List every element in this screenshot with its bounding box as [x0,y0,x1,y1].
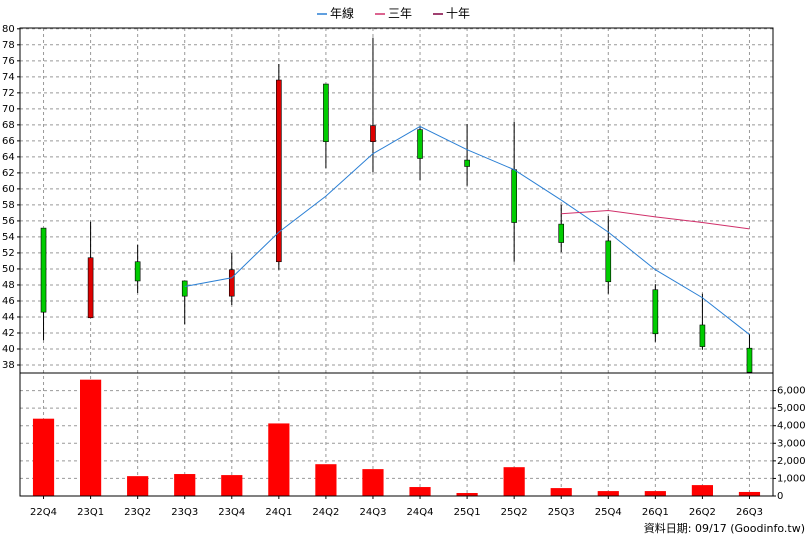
ma-line [561,210,750,230]
candle-body [370,125,376,142]
x-tick-label: 25Q1 [454,507,481,518]
x-tick-label: 25Q4 [595,507,622,518]
y-tick-label: 68 [2,120,15,131]
x-tick-label: 23Q4 [218,507,245,518]
ma-line [184,125,750,335]
candle-body [276,79,282,263]
y-tick-label: 74 [2,72,15,83]
y-tick-label: 52 [2,248,15,259]
y2-tick-label: 4,000 [777,421,806,432]
x-tick-label: 26Q3 [736,507,763,518]
candle-body [134,261,141,282]
volume-frame [19,372,774,497]
volume-bar [174,474,196,496]
x-tick-label: 25Q2 [501,507,528,518]
y-tick-label: 70 [2,104,15,115]
volume-bar [644,491,666,496]
y-tick-label: 78 [2,40,15,51]
y2-tick-label: 0 [777,491,783,502]
x-tick-label: 23Q2 [124,507,151,518]
volume-bar [550,488,572,496]
y-tick-label: 60 [2,184,15,195]
y-tick-label: 50 [2,264,15,275]
y-tick-label: 76 [2,56,15,67]
x-tick-label: 23Q1 [77,507,104,518]
y-tick-label: 80 [2,24,15,35]
volume-bar [80,379,102,496]
x-tick-label: 26Q2 [689,507,716,518]
x-tick-label: 24Q3 [359,507,386,518]
y-tick-label: 44 [2,312,15,323]
candle-body [605,240,612,283]
volume-bar [127,476,149,496]
candle-body [652,289,659,335]
x-tick-label: 26Q1 [642,507,669,518]
y-tick-label: 64 [2,152,15,163]
volume-bar [32,418,55,496]
volume-bar [456,493,478,496]
volume-bar [409,487,431,496]
y2-tick-label: 3,000 [777,438,806,449]
y2-tick-label: 1,000 [777,473,806,484]
legend-label: 十年 [446,7,470,21]
volume-bar [362,469,384,496]
candle-body [558,223,565,243]
legend-label: 年線 [330,6,354,21]
y-tick-label: 72 [2,88,15,99]
y-tick-label: 40 [2,344,15,355]
volume-bar [268,423,290,496]
y-tick-label: 56 [2,216,15,227]
y-tick-label: 62 [2,168,15,179]
y2-tick-label: 6,000 [777,386,806,397]
x-tick-label: 25Q3 [548,507,575,518]
legend-label: 三年 [388,7,412,21]
x-tick-label: 24Q2 [312,507,339,518]
candle-body [699,324,706,347]
volume-bar [503,467,525,496]
x-tick-label: 22Q4 [30,507,57,518]
y-tick-label: 38 [2,360,15,371]
volume-bar [691,485,713,496]
candle-body [511,169,517,223]
y-tick-label: 48 [2,280,15,291]
candle-body [464,159,470,167]
x-tick-label: 24Q4 [407,507,434,518]
y-tick-label: 46 [2,296,15,307]
volume-bar [221,475,243,496]
footer: 資料日期: 09/17 (Goodinfo.tw) [644,521,805,535]
x-tick-label: 23Q3 [171,507,198,518]
volume-bar [315,464,337,496]
y-tick-label: 66 [2,136,15,147]
candle-body [417,129,423,159]
y2-tick-label: 2,000 [777,456,806,467]
candle-body [323,83,329,142]
volume-bar [597,491,619,496]
volume-bar [738,491,761,496]
candle-body [228,269,235,297]
candle-body [746,347,753,373]
candle-body [87,257,94,319]
y-tick-label: 58 [2,200,15,211]
y-tick-label: 42 [2,328,15,339]
y-tick-label: 54 [2,232,15,243]
y2-tick-label: 5,000 [777,403,806,414]
x-tick-label: 24Q1 [265,507,292,518]
candle-body [40,227,47,313]
candle-body [181,280,188,297]
